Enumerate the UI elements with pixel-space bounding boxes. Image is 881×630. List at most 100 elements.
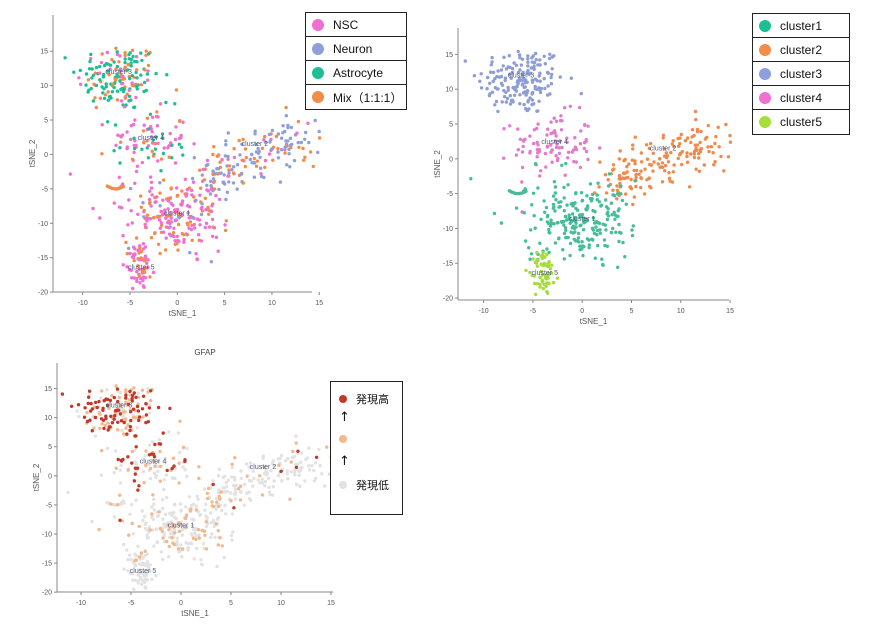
cluster-point xyxy=(514,89,519,93)
gfap-point xyxy=(122,567,126,571)
cluster-point xyxy=(597,185,601,189)
celltype-point xyxy=(119,140,123,144)
cluster-point xyxy=(516,49,520,54)
cluster-point xyxy=(545,290,549,294)
cluster-point xyxy=(647,146,652,151)
celltype-point xyxy=(130,74,134,78)
celltype-point xyxy=(200,173,204,177)
cluster-point xyxy=(547,227,551,232)
cluster-point xyxy=(716,125,720,129)
cluster-point xyxy=(568,253,572,258)
cluster-point xyxy=(535,87,539,92)
legend-label-cluster3: cluster3 xyxy=(780,66,823,81)
celltype-point xyxy=(289,125,294,130)
celltype-point xyxy=(99,60,104,65)
gfap-point xyxy=(137,418,141,423)
gfap-point xyxy=(143,585,147,589)
celltype-point xyxy=(144,225,148,230)
gfap-point xyxy=(134,445,138,449)
celltype-point xyxy=(115,50,119,54)
cluster-point xyxy=(666,160,671,164)
celltype-point xyxy=(134,70,138,75)
cluster-point xyxy=(518,102,522,106)
cluster-y-tick-label: -15 xyxy=(443,261,453,268)
legend-item-cluster4: cluster4 xyxy=(753,86,849,110)
gfap-point xyxy=(194,508,198,512)
gfap-point xyxy=(155,514,160,518)
cluster-point xyxy=(548,231,552,235)
celltype-point xyxy=(175,186,179,190)
cluster-x-tick-label: 10 xyxy=(677,308,685,315)
celltype-point xyxy=(156,141,160,145)
cluster-point xyxy=(518,56,522,60)
legend-label-astrocyte: Astrocyte xyxy=(333,65,384,80)
celltype-point xyxy=(128,51,132,55)
celltype-point xyxy=(141,278,145,283)
gfap-point xyxy=(153,442,157,447)
gfap-point xyxy=(277,463,281,467)
celltype-point xyxy=(209,184,213,188)
cluster-point xyxy=(545,247,549,251)
celltype-point xyxy=(78,68,83,73)
celltype-point xyxy=(175,194,179,198)
celltype-point xyxy=(132,252,136,257)
celltype-point xyxy=(132,276,136,280)
celltype-point xyxy=(145,213,150,217)
cluster-point xyxy=(535,155,539,159)
gfap-point xyxy=(145,533,149,537)
cluster-point xyxy=(623,171,627,175)
cluster-point xyxy=(586,157,590,162)
celltype-point xyxy=(139,250,144,254)
celltype-y-axis-label: tSNE_2 xyxy=(28,139,37,167)
gfap-point xyxy=(157,438,161,442)
celltype-point xyxy=(93,96,97,100)
cluster-point xyxy=(598,228,602,232)
cluster-point xyxy=(563,226,568,230)
celltype-point xyxy=(135,270,139,274)
gfap-point xyxy=(170,476,175,480)
celltype-point xyxy=(224,139,228,143)
gfap-point xyxy=(137,568,142,572)
celltype-point xyxy=(258,155,262,160)
cluster-point xyxy=(634,184,638,189)
celltype-point xyxy=(303,155,307,159)
gfap-point xyxy=(218,536,222,540)
cluster-point xyxy=(520,83,525,87)
cluster-point xyxy=(551,206,555,210)
celltype-point xyxy=(136,212,140,216)
legend-dot-cluster2 xyxy=(759,43,771,56)
gfap-point xyxy=(288,497,292,501)
cluster-point xyxy=(612,194,617,198)
celltype-point xyxy=(154,71,158,76)
cluster-point xyxy=(565,218,569,222)
cluster-point xyxy=(548,52,552,56)
gfap-point xyxy=(165,495,169,500)
gfap-point xyxy=(145,578,150,582)
celltype-point xyxy=(68,172,73,176)
legend-cluster: cluster1 cluster2 cluster3 cluster4 clus… xyxy=(752,13,850,135)
legend-label-cluster2: cluster2 xyxy=(780,42,823,57)
gfap-point xyxy=(176,547,181,551)
gfap-point xyxy=(178,502,183,506)
celltype-point xyxy=(167,155,171,159)
gfap-point xyxy=(313,461,318,465)
cluster-point xyxy=(571,225,575,229)
legend-expr-high: 発現高 xyxy=(339,391,389,407)
cluster-point xyxy=(545,93,550,97)
celltype-point xyxy=(115,52,120,57)
cluster-point xyxy=(518,137,522,141)
celltype-point xyxy=(88,59,92,64)
gfap-point xyxy=(99,473,104,477)
cluster-point xyxy=(568,241,573,246)
cluster-point xyxy=(584,217,589,221)
cluster-point xyxy=(670,142,674,146)
gfap-point xyxy=(189,503,194,508)
gfap-point xyxy=(262,471,267,476)
cluster-point xyxy=(579,129,583,133)
cluster-point xyxy=(555,276,560,280)
gfap-point xyxy=(124,390,128,394)
celltype-point xyxy=(192,156,196,160)
gfap-point xyxy=(88,418,92,422)
cluster-point xyxy=(530,60,534,64)
cluster-point xyxy=(545,145,549,149)
